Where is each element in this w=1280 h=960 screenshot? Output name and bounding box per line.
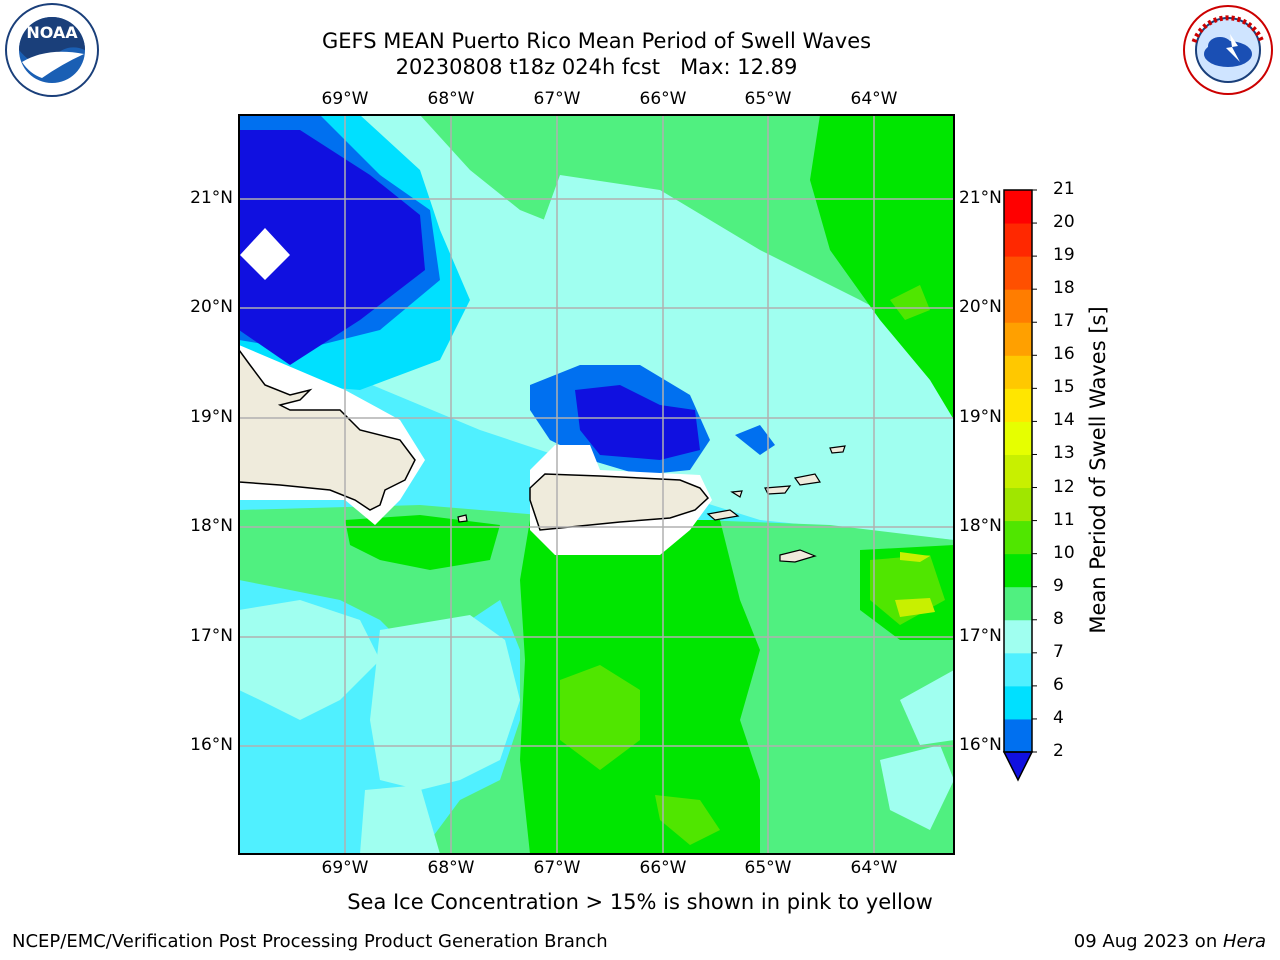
swell-period-field [239,115,954,854]
colorbar-tick-label: 12 [1053,476,1075,497]
colorbar-tick-label: 11 [1053,509,1075,530]
footer-producer: NCEP/EMC/Verification Post Processing Pr… [12,931,608,952]
colorbar-block [1004,586,1032,621]
colorbar-tick-label: 16 [1053,344,1075,365]
lat-label-left: 20°N [190,297,233,317]
colorbar-block [1004,190,1032,224]
lon-label-bottom: 64°W [850,858,898,878]
lat-label-right: 19°N [959,407,1002,427]
map-frame [238,114,955,855]
colorbar-block [1004,487,1032,522]
colorbar-block [1004,421,1032,455]
colorbar-block [1004,355,1032,389]
colorbar-block [1004,322,1032,356]
colorbar-block [1004,289,1032,323]
lon-label-bottom: 68°W [427,858,475,878]
colorbar-tick-label: 14 [1053,410,1075,431]
lon-label-top: 66°W [639,89,687,109]
colorbar-tick-label: 18 [1053,278,1075,299]
lat-label-right: 17°N [959,626,1002,646]
colorbar-block [1004,454,1032,489]
colorbar-block [1004,553,1032,588]
colorbar-block [1004,388,1032,422]
chart-title: GEFS MEAN Puerto Rico Mean Period of Swe… [321,29,872,53]
colorbar-block [1004,256,1032,290]
colorbar-tick-label: 2 [1053,741,1064,761]
footer-date: 09 Aug 2023 on Hera [1074,931,1266,952]
colorbar [1002,189,1037,782]
footer-date-text: 09 Aug 2023 on [1073,931,1223,952]
lon-label-top: 65°W [744,89,792,109]
lat-label-right: 21°N [959,188,1002,208]
chart-subtitle: 20230808 t18z 024h fcst Max: 12.89 [395,55,798,79]
lon-label-bottom: 65°W [744,858,792,878]
colorbar-tick-label: 13 [1053,443,1075,464]
lat-label-left: 18°N [190,516,233,536]
lon-label-bottom: 66°W [639,858,687,878]
lon-label-top: 68°W [427,89,475,109]
colorbar-block [1004,619,1032,654]
nws-logo [1178,2,1278,98]
colorbar-tick-label: 8 [1053,608,1064,629]
colorbar-block [1004,652,1032,687]
colorbar-tick-label: 6 [1053,674,1064,695]
colorbar-tick-label: 4 [1053,707,1064,728]
colorbar-block [1004,685,1032,720]
colorbar-tick-label: 9 [1053,575,1064,596]
lon-label-top: 64°W [850,89,898,109]
sea-ice-note: Sea Ice Concentration > 15% is shown in … [347,890,933,914]
colorbar-tick-label: 21 [1053,179,1075,199]
lat-label-right: 16°N [959,735,1002,755]
lon-label-top: 67°W [533,89,581,109]
lon-label-bottom: 67°W [533,858,581,878]
colorbar-block [1004,223,1032,257]
noaa-logo-text: NOAA [26,23,78,42]
colorbar-title: Mean Period of Swell Waves [s] [1086,306,1110,634]
colorbar-tick-label: 10 [1053,542,1075,563]
lat-label-left: 16°N [190,735,233,755]
lat-label-left: 21°N [190,188,233,208]
colorbar-block [1004,520,1032,555]
colorbar-block [1004,718,1032,753]
colorbar-tick-label: 19 [1053,245,1075,266]
lon-label-bottom: 69°W [321,858,369,878]
lat-label-right: 18°N [959,516,1002,536]
lon-label-top: 69°W [321,89,369,109]
lat-label-right: 20°N [959,297,1002,317]
colorbar-tick-label: 17 [1053,311,1075,332]
footer-machine: Hera [1222,931,1266,952]
colorbar-tick-label: 7 [1053,641,1064,662]
colorbar-tick-label: 15 [1053,377,1075,398]
colorbar-tick-label: 20 [1053,212,1075,233]
lat-label-left: 17°N [190,626,233,646]
noaa-logo: NOAA [2,2,102,98]
lat-label-left: 19°N [190,407,233,427]
